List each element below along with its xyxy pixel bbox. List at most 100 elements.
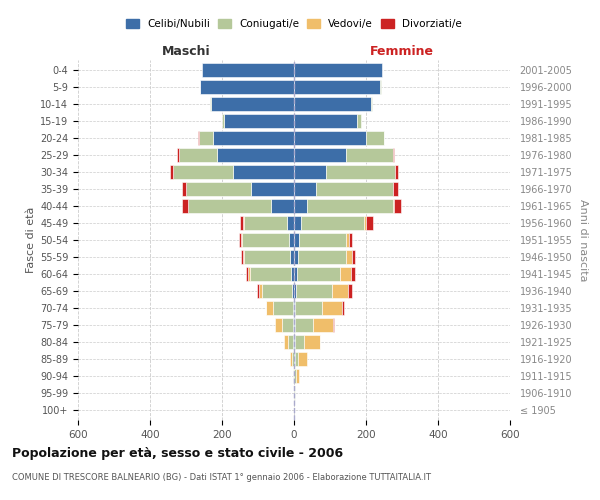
Bar	[294, 250, 298, 264]
Bar	[271, 199, 294, 214]
Bar	[294, 216, 301, 230]
Bar	[259, 284, 262, 298]
Bar	[294, 165, 326, 180]
Bar	[394, 182, 398, 196]
Bar	[307, 199, 393, 214]
Bar	[349, 233, 352, 247]
Bar	[346, 233, 349, 247]
Bar	[188, 199, 271, 214]
Bar	[366, 216, 373, 230]
Text: Maschi: Maschi	[161, 46, 211, 59]
Bar	[298, 250, 346, 264]
Bar	[295, 300, 322, 315]
Bar	[294, 266, 297, 281]
Y-axis label: Anni di nascita: Anni di nascita	[578, 198, 588, 281]
Bar	[313, 318, 333, 332]
Bar	[333, 318, 334, 332]
Bar	[357, 114, 361, 128]
Bar	[290, 250, 294, 264]
Bar	[257, 284, 259, 298]
Bar	[332, 284, 348, 298]
Bar	[242, 233, 289, 247]
Text: COMUNE DI TRESCORE BALNEARIO (BG) - Dati ISTAT 1° gennaio 2006 - Elaborazione TU: COMUNE DI TRESCORE BALNEARIO (BG) - Dati…	[12, 472, 431, 482]
Bar	[394, 199, 401, 214]
Bar	[294, 300, 295, 315]
Bar	[295, 334, 304, 349]
Bar	[224, 114, 294, 128]
Bar	[348, 284, 352, 298]
Bar	[304, 334, 320, 349]
Bar	[294, 386, 295, 400]
Bar	[186, 182, 251, 196]
Bar	[298, 352, 307, 366]
Bar	[262, 284, 292, 298]
Bar	[233, 165, 294, 180]
Bar	[182, 182, 186, 196]
Bar	[292, 352, 293, 366]
Bar	[364, 216, 366, 230]
Bar	[294, 97, 371, 112]
Bar	[296, 284, 332, 298]
Bar	[316, 182, 393, 196]
Bar	[294, 318, 295, 332]
Bar	[366, 131, 384, 146]
Bar	[177, 148, 179, 162]
Bar	[248, 266, 250, 281]
Bar	[275, 318, 282, 332]
Bar	[273, 300, 293, 315]
Bar	[294, 284, 296, 298]
Bar	[250, 266, 291, 281]
Bar	[342, 300, 344, 315]
Bar	[200, 80, 294, 94]
Bar	[294, 199, 307, 214]
Bar	[222, 114, 224, 128]
Bar	[346, 148, 393, 162]
Bar	[213, 131, 294, 146]
Bar	[340, 266, 351, 281]
Bar	[294, 114, 357, 128]
Bar	[293, 334, 294, 349]
Bar	[294, 148, 346, 162]
Bar	[295, 352, 298, 366]
Bar	[393, 199, 394, 214]
Bar	[244, 216, 287, 230]
Bar	[292, 284, 294, 298]
Bar	[395, 165, 398, 180]
Bar	[346, 250, 352, 264]
Text: Femmine: Femmine	[370, 46, 434, 59]
Bar	[294, 63, 382, 78]
Bar	[295, 318, 313, 332]
Bar	[352, 250, 355, 264]
Bar	[294, 182, 316, 196]
Bar	[299, 233, 346, 247]
Bar	[199, 131, 213, 146]
Bar	[294, 131, 366, 146]
Bar	[282, 318, 293, 332]
Bar	[246, 266, 248, 281]
Bar	[371, 97, 373, 112]
Bar	[284, 334, 288, 349]
Bar	[244, 250, 290, 264]
Bar	[241, 216, 243, 230]
Bar	[293, 368, 294, 383]
Text: Popolazione per età, sesso e stato civile - 2006: Popolazione per età, sesso e stato civil…	[12, 448, 343, 460]
Bar	[293, 300, 294, 315]
Bar	[217, 148, 294, 162]
Bar	[289, 233, 294, 247]
Bar	[294, 80, 380, 94]
Bar	[294, 352, 295, 366]
Bar	[294, 334, 295, 349]
Bar	[242, 250, 244, 264]
Bar	[170, 165, 173, 180]
Bar	[351, 266, 355, 281]
Bar	[291, 266, 294, 281]
Bar	[179, 148, 217, 162]
Bar	[239, 233, 241, 247]
Bar	[266, 300, 273, 315]
Bar	[322, 300, 342, 315]
Bar	[241, 250, 242, 264]
Bar	[202, 63, 294, 78]
Bar	[211, 97, 294, 112]
Y-axis label: Fasce di età: Fasce di età	[26, 207, 36, 273]
Bar	[326, 165, 395, 180]
